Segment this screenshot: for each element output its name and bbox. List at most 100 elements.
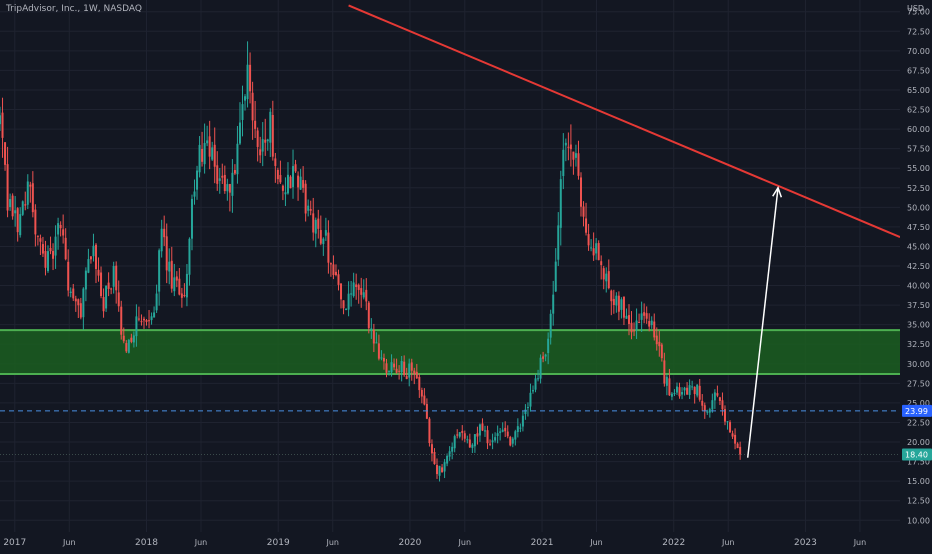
candle-body [587,234,590,246]
candle-body [370,328,373,330]
candle-body [158,250,161,292]
candle-body [375,342,378,344]
candle-body [600,261,603,266]
candle-body [703,405,706,412]
candle-body [524,409,527,415]
candle-body [519,427,522,429]
time-axis: 2017 Jun 2018 Jun 2019 Jun 2020 Jun 2021 Jun 2022 J… [0,532,932,550]
candle-body [196,170,199,190]
candle-body [514,431,517,440]
candle-body [691,386,694,388]
candle-body [218,178,221,181]
candle-body [678,387,681,397]
time-tick-label: 2023 [794,538,817,548]
candle-body [506,431,509,437]
candle-body [31,183,34,213]
candle-body [299,176,302,190]
candle-body [244,96,247,101]
candle-body [471,444,474,448]
candle-body [476,433,479,437]
candle-body [130,337,133,342]
candle-body [324,230,327,236]
candle-body [489,443,492,445]
candle-body [478,424,481,436]
candle-body [19,214,22,236]
candle-body [289,176,292,189]
candle-body [175,276,178,281]
candle-body [307,205,310,211]
candle-body [79,303,82,318]
support-zone [0,330,900,374]
candle-body [6,164,9,211]
candle-body [466,439,469,441]
candle-body [729,422,732,433]
candle-body [542,356,545,359]
price-tick-label: 27.50 [907,379,930,388]
candle-body [597,243,600,261]
candle-body [602,268,605,280]
candle-body [486,430,489,444]
price-tick-label: 37.50 [907,301,930,310]
candle-body [190,198,193,239]
candle-body [362,292,365,298]
candle-body [683,387,686,391]
candle-body [388,370,391,372]
candle-body [436,465,439,475]
candle-body [117,292,120,307]
candle-body [132,335,135,343]
candle-body [681,392,684,395]
candle-body [643,312,646,316]
candle-body [137,318,140,320]
candle-body [653,321,656,338]
price-tick-label: 75.00 [907,8,930,17]
candle-body [413,370,416,374]
candle-body [516,426,519,432]
candle-body [294,164,297,172]
candle-body [254,120,257,129]
candle-body [163,228,166,238]
candle-body [238,122,241,144]
candle-body [208,136,211,157]
candle-body [309,209,312,211]
candle-body [372,329,375,344]
candle-body [329,263,332,265]
projection-arrow [746,187,779,458]
time-tick-label: Jun [589,538,603,547]
candle-body [731,433,734,437]
candle-body [448,451,451,457]
candle-body [100,272,103,297]
candle-body [327,232,330,263]
candle-body [398,370,401,372]
candle-body [456,434,459,436]
candle-body [574,153,577,158]
candle-body [49,247,52,252]
grid-lines [0,0,900,532]
time-tick-label: 2022 [662,538,685,548]
candle-body [185,273,188,298]
candle-body [658,341,661,347]
candle-body [400,361,403,372]
candle-body [590,247,593,249]
candle-body [21,201,24,215]
price-axis-background [900,0,932,550]
candle-body [686,387,689,395]
candle-body [183,295,186,297]
candle-body [721,400,724,410]
candle-body [627,315,630,325]
candle-body [531,390,534,392]
candle-body [382,357,385,362]
candle-body [638,321,641,323]
candle-body [443,462,446,472]
candle-body [44,251,47,268]
candle-body [557,225,560,260]
time-tick-label: 2019 [267,538,290,548]
candle-body [433,451,436,465]
candle-body [509,436,512,446]
candle-body [319,230,322,244]
candle-body [607,271,610,289]
candle-body [549,313,552,338]
candle-body [688,385,691,395]
price-tick-label: 42.50 [907,262,930,271]
